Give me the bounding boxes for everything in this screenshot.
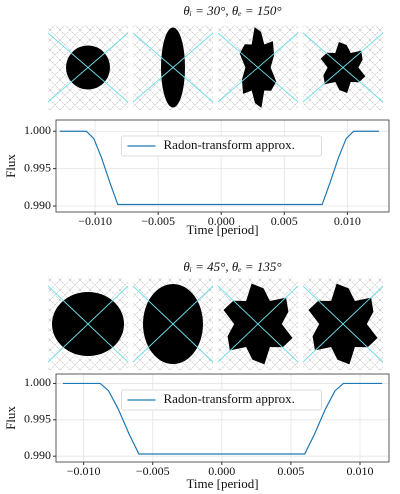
x-tick-label: −0.010 bbox=[78, 214, 112, 228]
x-tick-label: −0.005 bbox=[141, 214, 175, 228]
x-tick-label: −0.005 bbox=[136, 464, 170, 478]
image-strip bbox=[47, 278, 384, 370]
x-tick-label: 0.000 bbox=[208, 464, 235, 478]
scan-line bbox=[132, 285, 214, 363]
x-tick-label: 0.005 bbox=[277, 464, 304, 478]
legend-label: Radon-transform approx. bbox=[164, 137, 295, 152]
legend-box bbox=[121, 389, 322, 411]
scan-line bbox=[302, 32, 384, 103]
chart-title: θᵢ = 30°, θₑ = 150° bbox=[183, 3, 281, 18]
scan-line bbox=[217, 32, 299, 103]
x-tick-label: 0.010 bbox=[346, 464, 373, 478]
scan-line bbox=[302, 285, 384, 363]
x-tick-label: 0.000 bbox=[208, 214, 235, 228]
legend-label: Radon-transform approx. bbox=[164, 391, 295, 406]
y-tick-label: 0.995 bbox=[24, 160, 51, 174]
plot-frame bbox=[55, 373, 390, 463]
y-tick-label: 1.000 bbox=[24, 375, 51, 389]
x-tick-label: 0.005 bbox=[271, 214, 298, 228]
x-tick-label: −0.010 bbox=[67, 464, 101, 478]
chart-title: θᵢ = 45°, θₑ = 135° bbox=[183, 259, 281, 274]
plot-frame bbox=[55, 119, 390, 213]
x-tick-label: 0.010 bbox=[334, 214, 361, 228]
x-axis-label: Time [period] bbox=[186, 476, 258, 491]
image-strip bbox=[47, 25, 384, 110]
data-line bbox=[62, 382, 383, 455]
scan-line bbox=[217, 285, 299, 363]
scan-line bbox=[47, 285, 129, 363]
x-axis-label: Time [period] bbox=[186, 222, 258, 237]
scan-line bbox=[132, 32, 214, 103]
scan-line bbox=[47, 32, 129, 103]
y-axis-label: Flux bbox=[3, 406, 18, 430]
y-axis-label: Flux bbox=[3, 154, 18, 178]
y-tick-label: 0.990 bbox=[24, 448, 51, 462]
legend-box bbox=[121, 135, 322, 157]
y-tick-label: 0.995 bbox=[24, 412, 51, 426]
data-line bbox=[59, 130, 379, 206]
y-tick-label: 1.000 bbox=[24, 123, 51, 137]
y-tick-label: 0.990 bbox=[24, 198, 51, 212]
